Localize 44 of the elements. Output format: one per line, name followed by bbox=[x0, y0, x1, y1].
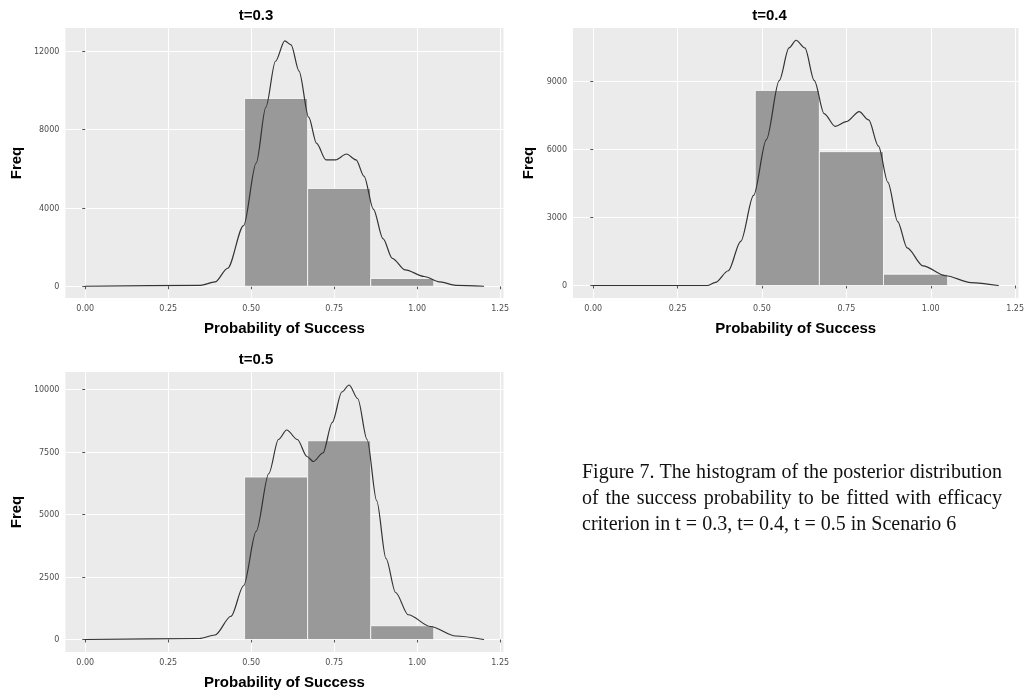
x-tick-label: 0.75 bbox=[325, 303, 344, 313]
y-tick-label: 0 bbox=[561, 281, 567, 291]
x-tick-label: 1.25 bbox=[491, 657, 510, 667]
y-tick-label: 0 bbox=[54, 635, 60, 644]
y-tick-label: 5000 bbox=[38, 510, 60, 519]
y-tick-label: 8000 bbox=[38, 125, 60, 135]
y-tick-label: 10000 bbox=[33, 385, 60, 394]
y-tick-label: 6000 bbox=[546, 144, 567, 154]
x-axis-title: Probability of Success bbox=[203, 319, 365, 336]
x-tick-label: 0.00 bbox=[584, 303, 603, 313]
x-tick-label: 1.25 bbox=[491, 303, 510, 313]
x-tick-label: 1.00 bbox=[921, 303, 940, 313]
y-tick-label: 9000 bbox=[546, 76, 567, 86]
x-tick-label: 0.00 bbox=[76, 303, 95, 313]
caption: Figure 7. The histogram of the posterior distribution of the success probability to be fitted with efficacy criterion in t = 0.3, t= 0.4, t = 0.5 in Scenario 6 bbox=[582, 459, 1002, 536]
x-axis-title: Probability of Success bbox=[203, 673, 365, 690]
y-axis-title: Freq bbox=[7, 146, 24, 180]
y-axis-title: Freq bbox=[519, 146, 536, 180]
x-tick-label: 0.25 bbox=[159, 303, 178, 313]
line-series bbox=[592, 39, 999, 287]
y-tick-label: 2500 bbox=[38, 572, 60, 582]
line-series bbox=[84, 40, 485, 287]
y-tick-label: 7500 bbox=[38, 447, 60, 457]
y-tick-label: 0 bbox=[54, 281, 60, 291]
chart-title: t=0.4 bbox=[752, 6, 788, 23]
x-tick-label: 1.25 bbox=[1006, 303, 1025, 313]
y-tick-label: 12000 bbox=[33, 46, 60, 56]
x-tick-label: 1.00 bbox=[408, 657, 427, 667]
x-tick-label: 1.00 bbox=[408, 303, 427, 313]
x-tick-label: 0.50 bbox=[242, 303, 261, 313]
y-tick-label: 4000 bbox=[38, 203, 60, 213]
x-tick-label: 0.25 bbox=[668, 303, 687, 313]
x-tick-label: 0.50 bbox=[753, 303, 771, 313]
chart-title: t=0.5 bbox=[238, 350, 274, 367]
y-tick-label: 3000 bbox=[546, 212, 567, 222]
x-tick-label: 0.50 bbox=[242, 657, 261, 667]
y-axis-title: Freq bbox=[7, 495, 24, 529]
x-tick-label: 0.00 bbox=[76, 657, 95, 667]
x-tick-label: 0.75 bbox=[837, 303, 856, 313]
x-axis-title: Probability of Success bbox=[715, 319, 877, 336]
x-tick-label: 0.75 bbox=[325, 657, 344, 667]
line-series bbox=[84, 384, 485, 641]
x-tick-label: 0.25 bbox=[159, 657, 178, 667]
chart-title: t=0.3 bbox=[238, 6, 274, 23]
